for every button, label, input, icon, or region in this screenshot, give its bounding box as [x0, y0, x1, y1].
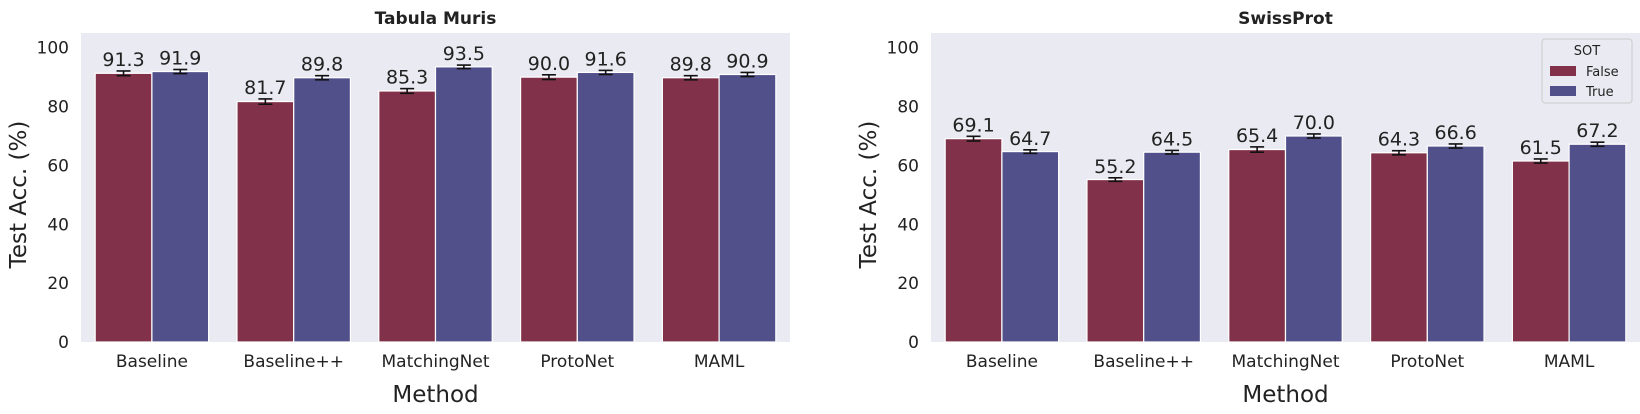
- error-bar: [1165, 149, 1180, 155]
- bar-false: [1228, 148, 1287, 343]
- chart-panel-0: Tabula Muris 0 20 40 60 80 100 Test Acc. (%) Met…: [6, 9, 790, 408]
- bar-false: [378, 90, 437, 343]
- error-bar: [683, 74, 698, 81]
- legend-title: SOT: [1574, 44, 1600, 59]
- bar-true: [718, 73, 777, 343]
- data-label: 61.5: [1520, 137, 1562, 159]
- bar-false: [1369, 152, 1428, 343]
- y-axis-label: Test Acc. (%): [856, 121, 882, 270]
- x-tick-label: MAML: [694, 352, 745, 372]
- data-label: 64.5: [1151, 128, 1193, 150]
- error-bar: [1023, 149, 1038, 155]
- error-bar: [598, 69, 613, 76]
- error-bar: [315, 74, 330, 81]
- error-bar: [966, 135, 981, 142]
- legend: SOT False True: [1541, 38, 1633, 104]
- data-label: 55.2: [1094, 156, 1136, 178]
- data-label: 91.6: [585, 48, 627, 70]
- error-bar: [1391, 149, 1406, 156]
- legend-swatch: [1550, 86, 1576, 96]
- x-tick-label: Baseline: [966, 352, 1038, 372]
- x-tick-label: MAML: [1544, 352, 1595, 372]
- error-bar: [456, 64, 471, 70]
- y-tick-label: 40: [897, 215, 919, 235]
- error-bar: [1306, 133, 1321, 139]
- y-tick-label: 20: [47, 274, 69, 294]
- data-label: 91.3: [102, 49, 144, 71]
- bar-true: [293, 77, 352, 343]
- bar-false: [1511, 160, 1570, 343]
- y-tick-label: 100: [887, 39, 919, 59]
- data-label: 69.1: [952, 114, 994, 136]
- bar-false: [944, 138, 1003, 343]
- error-bar: [400, 87, 415, 95]
- x-tick-label: MatchingNet: [381, 352, 489, 372]
- x-tick-label: MatchingNet: [1231, 352, 1339, 372]
- y-tick-label: 40: [47, 215, 69, 235]
- error-bar: [173, 68, 188, 75]
- data-label: 90.0: [528, 53, 570, 75]
- error-bar: [740, 71, 755, 78]
- data-label: 89.8: [670, 54, 712, 76]
- error-bar: [116, 70, 131, 77]
- data-label: 91.9: [159, 47, 201, 69]
- y-tick-label: 80: [897, 98, 919, 118]
- bar-false: [661, 77, 720, 343]
- error-bar: [1533, 158, 1548, 164]
- data-label: 85.3: [386, 67, 428, 89]
- bar-false: [1086, 178, 1145, 343]
- bar-true: [1426, 145, 1485, 343]
- error-bar: [258, 98, 273, 106]
- legend-swatch: [1550, 66, 1576, 76]
- x-tick-label: Baseline: [116, 352, 188, 372]
- data-label: 64.3: [1378, 129, 1420, 151]
- bar-true: [1568, 143, 1627, 343]
- bar-true: [576, 71, 635, 343]
- x-axis-label: Method: [1242, 382, 1328, 408]
- x-tick-label: Baseline++: [243, 352, 344, 372]
- data-label: 65.4: [1236, 125, 1278, 147]
- bar-true: [434, 66, 493, 343]
- error-bar: [1250, 146, 1265, 153]
- x-tick-label: ProtoNet: [1390, 352, 1464, 372]
- chart-panel-1: SwissProt 0 20 40 60 80 100 Test Acc. (%) Method…: [856, 9, 1640, 408]
- legend-entry: False: [1586, 65, 1619, 80]
- error-bar: [1590, 141, 1605, 148]
- data-label: 81.7: [244, 77, 286, 99]
- error-bar: [1448, 143, 1463, 149]
- y-tick-label: 60: [47, 156, 69, 176]
- error-bar: [1108, 176, 1123, 183]
- y-tick-label: 0: [58, 333, 69, 353]
- error-bar: [541, 73, 556, 81]
- bar-false: [236, 100, 295, 343]
- x-axis-label: Method: [392, 382, 478, 408]
- bar-false: [519, 76, 578, 343]
- data-label: 66.6: [1435, 122, 1477, 144]
- y-tick-label: 60: [897, 156, 919, 176]
- chart-title: Tabula Muris: [375, 9, 497, 29]
- y-axis-label: Test Acc. (%): [6, 121, 32, 270]
- y-tick-label: 0: [908, 333, 919, 353]
- legend-entry: True: [1585, 85, 1614, 100]
- bar-true: [1143, 151, 1202, 343]
- bar-true: [151, 70, 210, 343]
- data-label: 70.0: [1293, 112, 1335, 134]
- y-tick-label: 100: [37, 39, 69, 59]
- data-label: 64.7: [1009, 128, 1051, 150]
- y-tick-label: 80: [47, 98, 69, 118]
- data-label: 93.5: [443, 43, 485, 65]
- x-tick-label: Baseline++: [1093, 352, 1194, 372]
- chart-title: SwissProt: [1238, 9, 1333, 29]
- bar-true: [1001, 150, 1060, 343]
- data-label: 89.8: [301, 54, 343, 76]
- y-tick-label: 20: [897, 274, 919, 294]
- bar-true: [1284, 135, 1343, 343]
- data-label: 90.9: [726, 50, 768, 72]
- data-label: 67.2: [1576, 120, 1618, 142]
- x-tick-label: ProtoNet: [540, 352, 614, 372]
- bar-false: [94, 72, 153, 343]
